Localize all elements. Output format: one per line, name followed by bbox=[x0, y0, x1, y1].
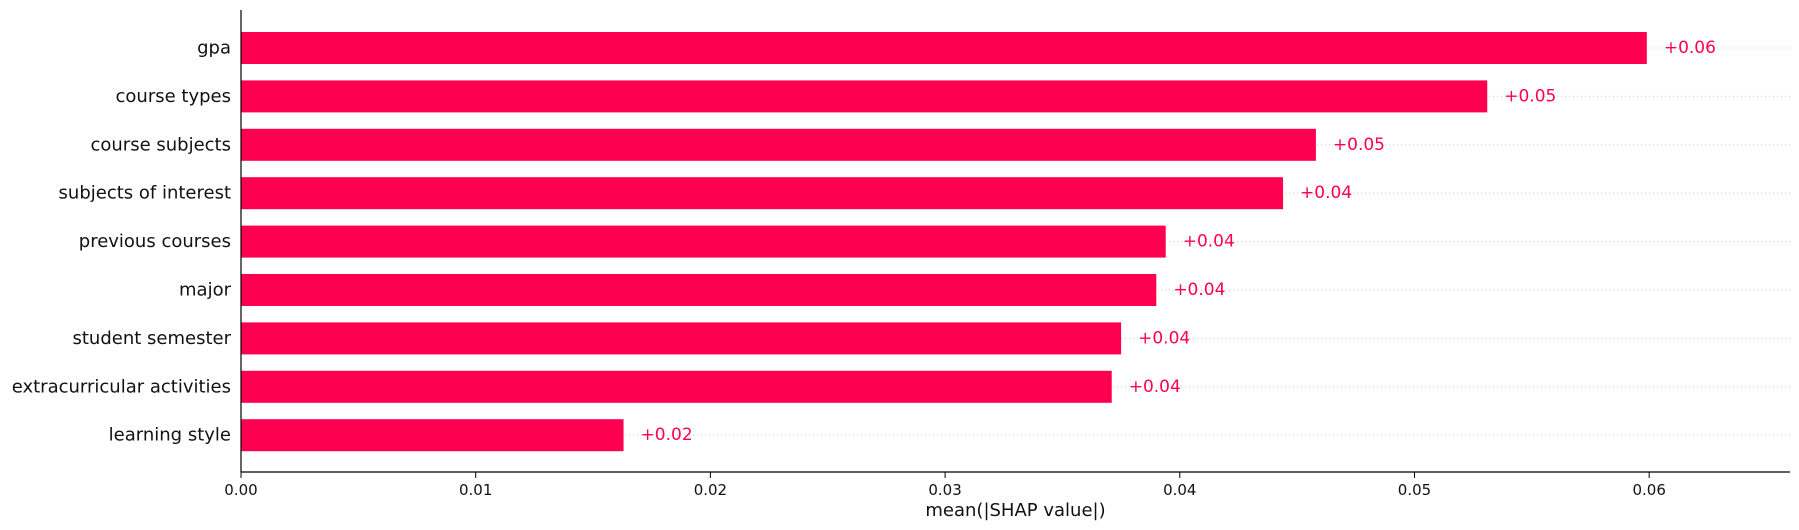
bar-major bbox=[241, 274, 1157, 306]
bar-learning-style bbox=[241, 419, 624, 452]
value-label: +0.04 bbox=[1300, 183, 1352, 203]
value-label: +0.04 bbox=[1129, 377, 1181, 397]
x-tick-label: 0.04 bbox=[1163, 481, 1196, 499]
feature-label: learning style bbox=[109, 425, 231, 446]
bar-student-semester bbox=[241, 322, 1122, 355]
bar-extracurricular-activities bbox=[241, 370, 1112, 403]
x-tick-label: 0.01 bbox=[459, 481, 492, 499]
bar-course-subjects bbox=[241, 128, 1316, 161]
bar-previous-courses bbox=[241, 225, 1166, 258]
feature-label: major bbox=[179, 280, 232, 301]
x-axis-title: mean(|SHAP value|) bbox=[925, 500, 1105, 521]
feature-label: gpa bbox=[197, 38, 231, 59]
value-label: +0.02 bbox=[641, 425, 693, 445]
value-label: +0.05 bbox=[1504, 86, 1556, 106]
x-tick-label: 0.03 bbox=[928, 481, 961, 499]
feature-label: course subjects bbox=[90, 134, 231, 155]
bar-subjects-of-interest bbox=[241, 177, 1284, 210]
value-label: +0.05 bbox=[1333, 135, 1385, 155]
value-label: +0.04 bbox=[1183, 232, 1235, 252]
x-tick-label: 0.02 bbox=[694, 481, 727, 499]
x-tick-label: 0.05 bbox=[1398, 481, 1431, 499]
x-tick-label: 0.06 bbox=[1632, 481, 1665, 499]
feature-label: course types bbox=[116, 86, 231, 107]
value-label: +0.06 bbox=[1664, 38, 1716, 58]
value-label: +0.04 bbox=[1138, 328, 1190, 348]
feature-label: extracurricular activities bbox=[12, 376, 231, 397]
bar-gpa bbox=[241, 32, 1647, 64]
feature-label: subjects of interest bbox=[59, 183, 231, 204]
feature-label: student semester bbox=[72, 328, 231, 349]
value-label: +0.04 bbox=[1173, 280, 1225, 300]
x-tick-label: 0.00 bbox=[224, 481, 257, 499]
feature-label: previous courses bbox=[79, 231, 231, 252]
bar-course-types bbox=[241, 80, 1488, 113]
